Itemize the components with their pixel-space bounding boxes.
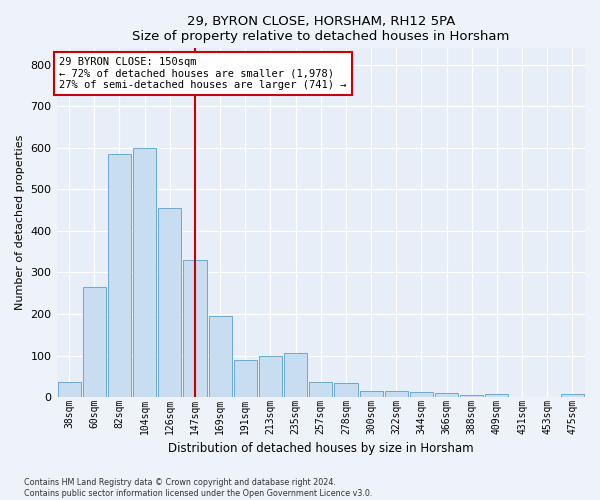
Bar [435,393,458,397]
Bar [385,391,408,397]
Bar [108,154,131,397]
Bar [334,384,358,397]
Bar [485,394,508,397]
Text: 29 BYRON CLOSE: 150sqm
← 72% of detached houses are smaller (1,978)
27% of semi-: 29 BYRON CLOSE: 150sqm ← 72% of detached… [59,57,347,90]
Bar [284,354,307,397]
Bar [460,395,484,397]
Bar [58,382,80,397]
Bar [209,316,232,397]
Text: Contains HM Land Registry data © Crown copyright and database right 2024.
Contai: Contains HM Land Registry data © Crown c… [24,478,373,498]
Bar [234,360,257,397]
Bar [259,356,282,397]
Y-axis label: Number of detached properties: Number of detached properties [15,135,25,310]
Bar [158,208,181,397]
Title: 29, BYRON CLOSE, HORSHAM, RH12 5PA
Size of property relative to detached houses : 29, BYRON CLOSE, HORSHAM, RH12 5PA Size … [132,15,509,43]
Bar [133,148,156,397]
Bar [410,392,433,397]
Bar [184,260,206,397]
Bar [309,382,332,397]
Bar [561,394,584,397]
X-axis label: Distribution of detached houses by size in Horsham: Distribution of detached houses by size … [168,442,473,455]
Bar [83,287,106,397]
Bar [359,391,383,397]
